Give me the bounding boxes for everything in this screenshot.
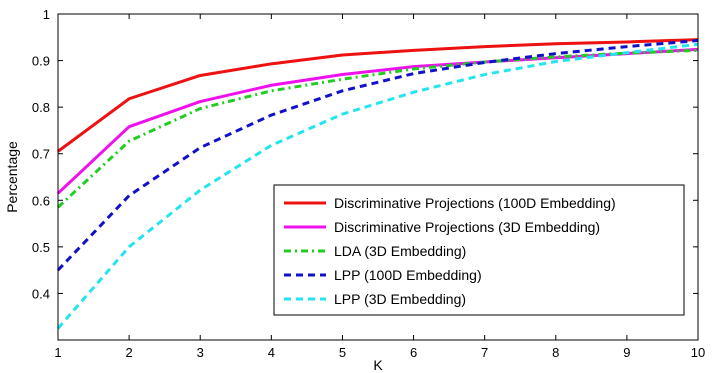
x-tick-label: 5 xyxy=(339,345,346,360)
legend-label-1: Discriminative Projections (100D Embeddi… xyxy=(334,195,616,211)
y-axis-label: Percentage xyxy=(4,141,20,213)
legend: Discriminative Projections (100D Embeddi… xyxy=(273,184,685,316)
y-tick-label: 0.7 xyxy=(32,147,50,162)
x-tick-label: 6 xyxy=(410,345,417,360)
x-tick-label: 7 xyxy=(481,345,488,360)
x-tick-label: 8 xyxy=(552,345,559,360)
series-line-1 xyxy=(57,38,699,153)
y-tick-label: 0.4 xyxy=(32,286,50,301)
series-line-3 xyxy=(56,48,699,209)
x-tick-label: 4 xyxy=(268,345,275,360)
y-tick-label: 1 xyxy=(43,7,50,22)
legend-box xyxy=(273,184,685,316)
y-tick-label: 0.9 xyxy=(32,54,50,69)
y-tick-label: 0.6 xyxy=(32,193,50,208)
legend-label-2: Discriminative Projections (3D Embedding… xyxy=(334,219,600,235)
x-tick-label: 1 xyxy=(54,345,61,360)
y-tick-label: 0.5 xyxy=(32,240,50,255)
x-tick-label: 10 xyxy=(691,345,705,360)
legend-label-4: LPP (100D Embedding) xyxy=(334,267,482,283)
series-layer xyxy=(56,38,699,330)
plot-frame xyxy=(57,13,699,341)
ticks-layer: 1 2 3 4 5 6 7 8 9 10 0.4 0.5 0.6 0.7 0.8 0.9 1 xyxy=(32,7,705,360)
x-tick-label: 2 xyxy=(125,345,132,360)
legend-label-3: LDA (3D Embedding) xyxy=(334,243,466,259)
legend-label-5: LPP (3D Embedding) xyxy=(334,291,466,307)
y-tick-label: 0.8 xyxy=(32,100,50,115)
x-tick-label: 9 xyxy=(623,345,630,360)
series-line-5 xyxy=(56,42,699,330)
series-line-4 xyxy=(56,39,699,272)
x-axis-label: K xyxy=(373,357,383,373)
x-tick-label: 3 xyxy=(197,345,204,360)
